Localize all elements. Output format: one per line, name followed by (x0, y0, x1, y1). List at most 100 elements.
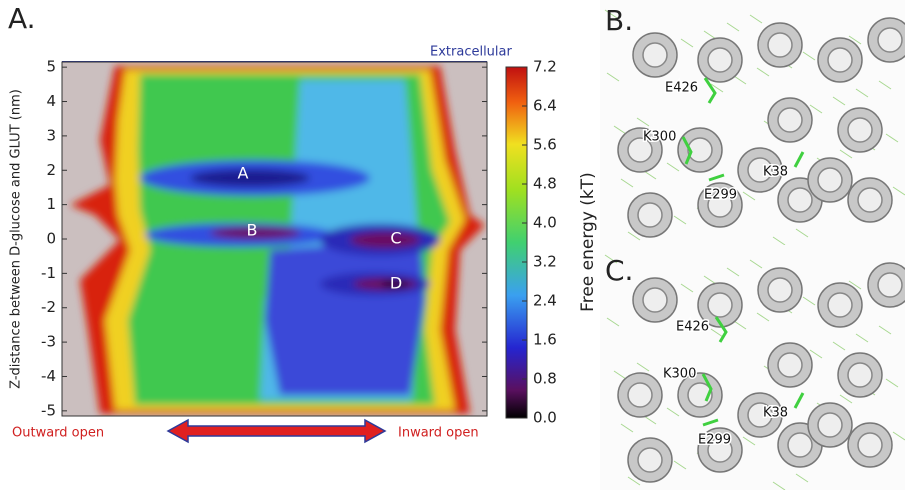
side-chain (839, 394, 853, 404)
helix-core (707, 292, 733, 318)
side-chain (733, 320, 747, 330)
helix-core (627, 137, 653, 163)
side-chain (613, 125, 627, 135)
helix-core (747, 402, 773, 428)
helix-core (707, 192, 733, 218)
side-chain (772, 236, 786, 246)
side-chain (666, 162, 680, 172)
helix-core (847, 117, 873, 143)
residue-stick (681, 77, 805, 182)
side-chain (680, 38, 694, 48)
side-chain (832, 341, 846, 351)
protein-image: E426 K300 K38 E299 (600, 0, 905, 246)
helix-core (817, 412, 843, 438)
y-tick-label: -2 (41, 298, 56, 316)
helix-core (707, 47, 733, 73)
side-chain (620, 423, 634, 433)
side-chain (848, 280, 862, 290)
side-chain (809, 104, 823, 114)
state-label: A (238, 164, 249, 183)
side-chain (749, 259, 763, 269)
side-chain (878, 80, 892, 90)
side-chain (855, 88, 869, 98)
side-chain (832, 96, 846, 106)
side-chain (606, 72, 620, 82)
side-chain (673, 215, 687, 225)
y-axis-label: Z-distance between D-glucose and GLUT (n… (9, 89, 24, 389)
side-chain (643, 415, 657, 425)
y-tick-label: -1 (41, 264, 56, 282)
y-tick-label: -4 (41, 367, 56, 385)
side-chain (742, 436, 756, 446)
helix-core (707, 437, 733, 463)
residue-label: K300 (643, 130, 676, 145)
side-chain (892, 186, 905, 196)
colorbar (505, 66, 528, 419)
left-label: Outward open (12, 426, 104, 441)
side-chain (703, 30, 717, 40)
residue-label: E426 (676, 320, 709, 335)
side-chain (613, 370, 627, 380)
helix-core (847, 362, 873, 388)
side-chain (636, 362, 650, 372)
side-chain (680, 283, 694, 293)
helix-core (817, 167, 843, 193)
y-tick-label: -3 (41, 333, 56, 351)
colorbar-tick-label: 4.8 (533, 175, 557, 193)
helix-core (767, 277, 793, 303)
helix-core (827, 47, 853, 73)
helix-core (637, 447, 663, 473)
side-chain (703, 275, 717, 285)
right-label: Inward open (398, 426, 479, 441)
heatmap (62, 62, 487, 416)
state-label: B (247, 221, 258, 240)
state-labels: A B C D (238, 164, 403, 293)
side-chain (756, 312, 770, 322)
side-chain (802, 51, 816, 61)
helix-core (877, 27, 903, 53)
side-chain (885, 133, 899, 143)
colorbar-tick-label: 5.6 (533, 136, 557, 154)
helix-core (777, 352, 803, 378)
side-chain (636, 117, 650, 127)
side-chain (726, 267, 740, 277)
side-chain (742, 191, 756, 201)
helix-core (687, 137, 713, 163)
side-chain (604, 9, 618, 19)
helix-core (787, 187, 813, 213)
y-tick-label: 5 (46, 58, 56, 76)
colorbar-tick-label: 7.2 (533, 58, 557, 76)
side-chain (772, 481, 786, 490)
side-chain (733, 75, 747, 85)
side-chain (627, 476, 641, 486)
helix-core (827, 292, 853, 318)
colorbar-tick-label: 3.2 (533, 253, 557, 271)
protein-image: E426 K300 K38 E299 (600, 245, 905, 490)
helix-core (642, 42, 668, 68)
side-chain (666, 407, 680, 417)
side-chain (878, 325, 892, 335)
side-chain (802, 296, 816, 306)
side-chain (627, 231, 641, 241)
residue-label: K38 (763, 165, 788, 180)
y-tick-label: 2 (46, 161, 56, 179)
helix-core (857, 187, 883, 213)
side-chain (710, 83, 724, 93)
side-chain (809, 349, 823, 359)
panel-label: A. (8, 2, 36, 35)
y-tick-label: -5 (41, 401, 56, 419)
top-label: Extracellular (430, 45, 513, 60)
colorbar-tick-label: 0.0 (533, 409, 557, 427)
side-chain (795, 228, 809, 238)
y-tick-label: 1 (46, 195, 56, 213)
residue-label: K300 (663, 367, 696, 382)
helix-core (857, 432, 883, 458)
residue-label: E299 (704, 188, 737, 203)
y-tick-label: 0 (46, 230, 56, 248)
residue-label: E299 (698, 433, 731, 448)
side-chain (756, 67, 770, 77)
side-chain (643, 170, 657, 180)
residue-label: K38 (763, 406, 788, 421)
state-label: D (390, 274, 402, 293)
helix-core (627, 382, 653, 408)
